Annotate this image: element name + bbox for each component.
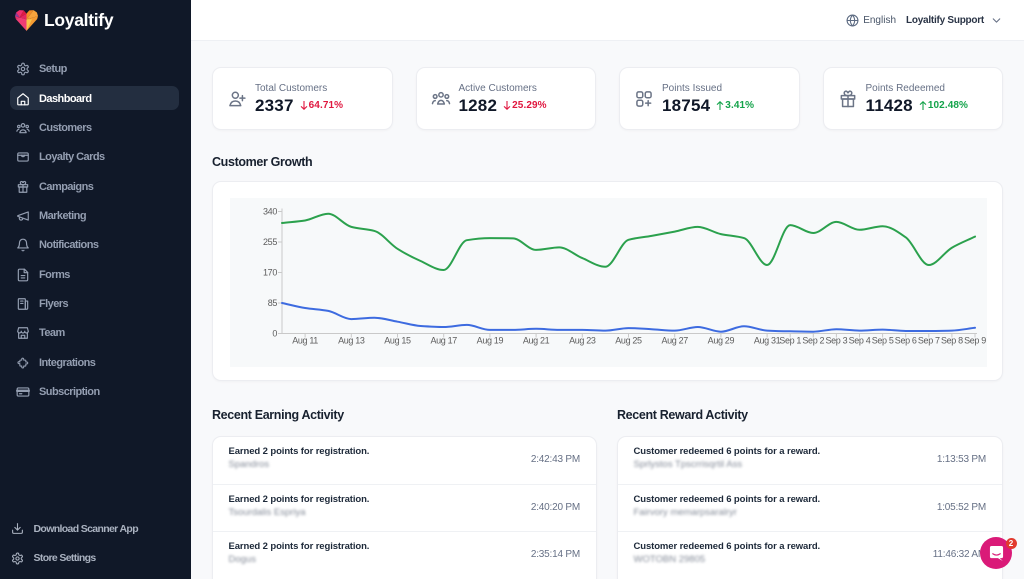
svg-text:Aug 27: Aug 27 <box>661 336 688 346</box>
svg-text:Aug 19: Aug 19 <box>477 336 504 346</box>
svg-text:Aug 25: Aug 25 <box>615 336 642 346</box>
svg-text:Aug 17: Aug 17 <box>430 336 457 346</box>
svg-text:Sep 1: Sep 1 <box>779 336 801 346</box>
svg-text:340: 340 <box>263 207 277 217</box>
svg-text:Aug 21: Aug 21 <box>523 336 550 346</box>
svg-text:Aug 31: Aug 31 <box>754 336 781 346</box>
svg-text:Aug 15: Aug 15 <box>384 336 411 346</box>
svg-text:Aug 29: Aug 29 <box>708 336 735 346</box>
svg-text:Aug 11: Aug 11 <box>292 336 318 346</box>
svg-text:Sep 3: Sep 3 <box>826 336 848 346</box>
svg-text:Aug 13: Aug 13 <box>338 336 365 346</box>
svg-text:Sep 9: Sep 9 <box>964 336 986 346</box>
svg-text:Sep 5: Sep 5 <box>872 336 894 346</box>
svg-text:Sep 7: Sep 7 <box>918 336 940 346</box>
svg-text:Sep 8: Sep 8 <box>941 336 963 346</box>
svg-text:Sep 4: Sep 4 <box>849 336 871 346</box>
svg-text:Sep 2: Sep 2 <box>802 336 824 346</box>
svg-text:170: 170 <box>263 268 277 278</box>
svg-text:255: 255 <box>263 237 277 247</box>
svg-text:Aug 23: Aug 23 <box>569 336 596 346</box>
svg-text:Sep 6: Sep 6 <box>895 336 917 346</box>
svg-text:85: 85 <box>268 298 278 308</box>
svg-text:0: 0 <box>272 329 277 339</box>
